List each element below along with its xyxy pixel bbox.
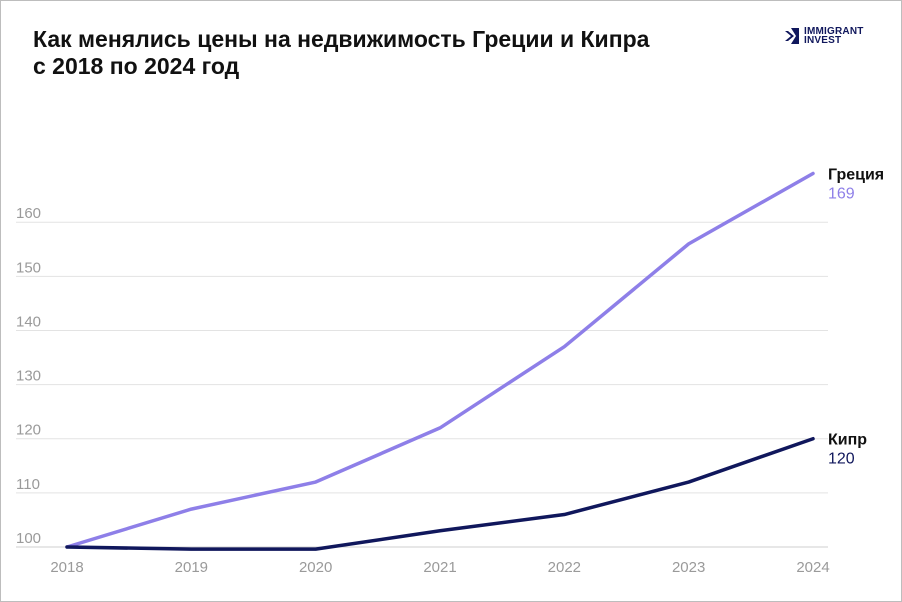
x-tick-label: 2021 — [423, 559, 456, 576]
series-line-0 — [65, 171, 815, 549]
chart-title-line-2: с 2018 по 2024 год — [33, 53, 240, 79]
x-tick-label: 2020 — [299, 559, 332, 576]
y-tick-label: 150 — [16, 259, 41, 276]
y-axis-ticks: 100 110 120 130 140 150 160 — [16, 205, 41, 547]
x-tick-label: 2019 — [175, 559, 208, 576]
y-tick-label: 130 — [16, 368, 41, 385]
brand-logo: IMMIGRANT INVEST — [785, 26, 864, 46]
y-tick-label: 160 — [16, 205, 41, 222]
series-end-value: 169 — [828, 185, 855, 202]
y-tick-label: 140 — [16, 313, 41, 330]
brand-line-1: IMMIGRANT — [804, 26, 864, 37]
y-tick-label: 120 — [16, 422, 41, 439]
series-lines — [65, 171, 815, 551]
chart-title: Как менялись цены на недвижимость Греции… — [33, 26, 733, 80]
x-tick-label: 2018 — [50, 559, 83, 576]
gridlines — [16, 221, 828, 548]
brand-wordmark: IMMIGRANT INVEST — [804, 26, 864, 46]
y-tick-label: 100 — [16, 530, 41, 547]
y-tick-label: 110 — [16, 476, 40, 493]
x-axis-ticks: 2018 2019 2020 2021 2022 2023 2024 — [50, 559, 829, 576]
x-tick-label: 2022 — [548, 559, 581, 576]
brand-line-2: INVEST — [804, 35, 842, 46]
series-name-label: Греция — [828, 166, 884, 183]
x-tick-label: 2023 — [672, 559, 705, 576]
series-end-value: 120 — [828, 451, 855, 468]
series-name-label: Кипр — [828, 432, 867, 449]
brand-mark-icon — [785, 28, 799, 44]
x-tick-label: 2024 — [796, 559, 829, 576]
series-line-1 — [65, 436, 815, 551]
series-end-labels: Греция 169 Кипр 120 — [828, 166, 884, 467]
chart-title-line-1: Как менялись цены на недвижимость Греции… — [33, 26, 650, 52]
